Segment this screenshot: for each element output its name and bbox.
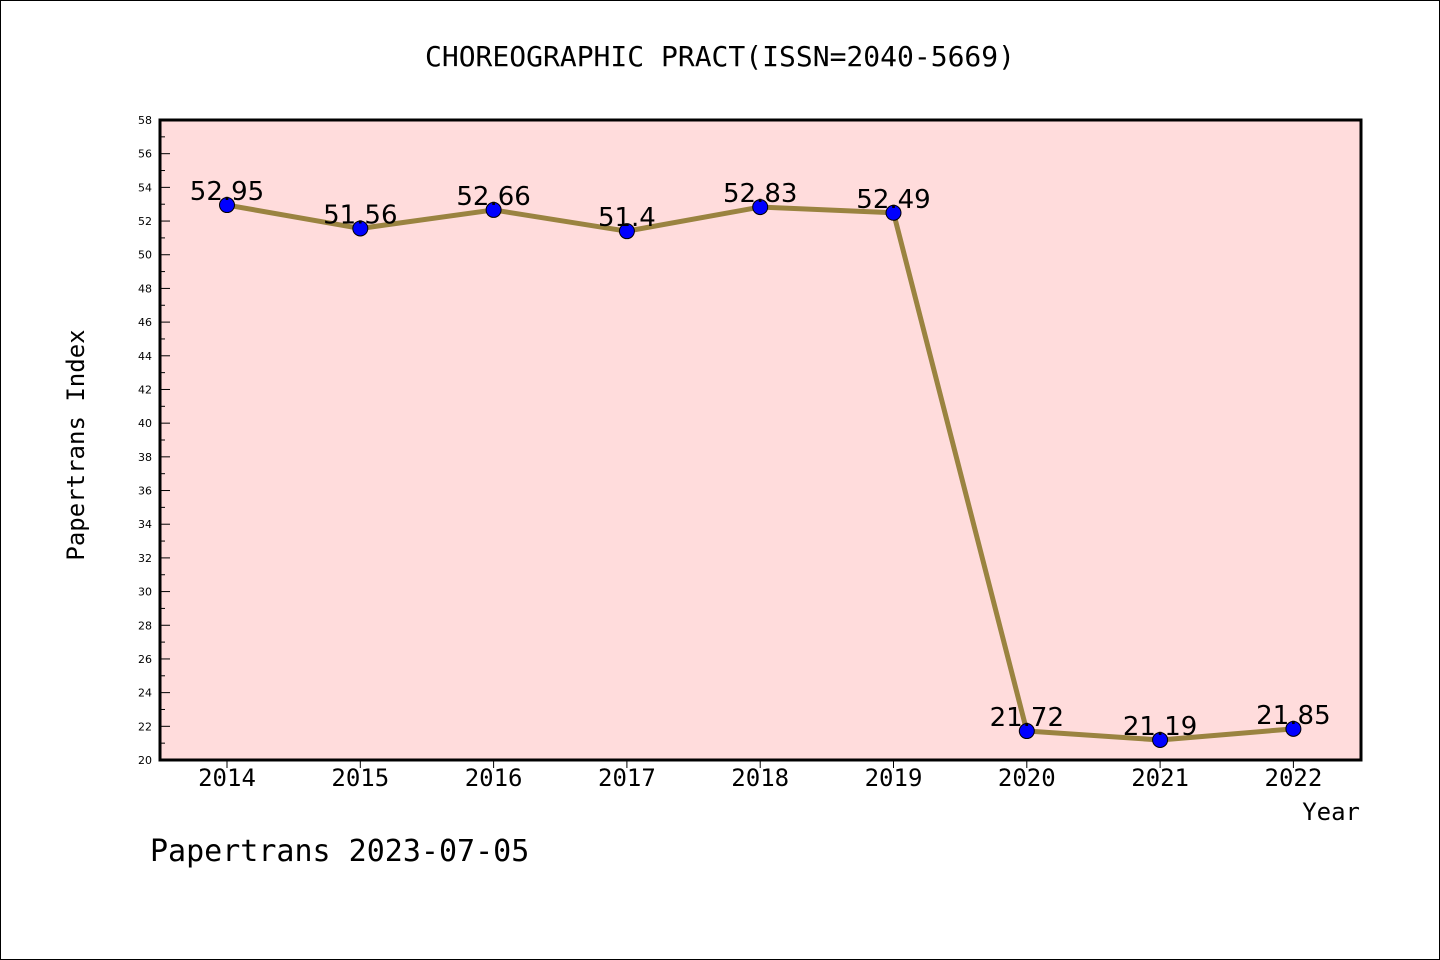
data-point [1018,723,1035,740]
data-point [219,197,235,214]
y-tick-label: 36 [138,485,152,498]
footer-text: Papertrans 2023-07-05 [150,834,530,869]
y-tick-label: 20 [138,754,152,767]
data-point [752,199,769,216]
y-tick-label: 58 [138,114,152,127]
y-tick-label: 46 [138,316,152,329]
x-tick-label: 2014 [198,764,256,792]
y-tick-label: 26 [138,653,152,666]
y-tick-label: 22 [138,720,152,733]
data-point [352,220,369,237]
data-labels: 52.95 51.56 52.66 51.4 52.83 52.49 21.72 21.19 2… [190,177,1331,742]
x-tick-label: 2016 [465,764,523,792]
y-tick-label: 34 [138,518,152,531]
data-label: 21.19 [1123,712,1197,742]
x-tick-label: 2015 [331,764,389,792]
y-tick-label: 30 [138,586,152,599]
y-tick-label: 24 [138,687,152,700]
x-tick-label: 2019 [865,764,923,792]
data-label: 21.72 [990,703,1064,733]
data-label: 51.4 [598,203,656,233]
y-axis-label: Papertrans Index [62,329,90,560]
x-tick-label: 2020 [998,764,1056,792]
x-tick-label: 2022 [1265,764,1323,792]
y-tick-label: 40 [138,417,152,430]
data-label: 52.66 [456,182,530,212]
y-tick-label: 52 [138,215,152,228]
y-tick-label: 50 [138,249,152,262]
data-label: 52.83 [723,179,797,209]
y-tick-label: 56 [138,148,152,161]
data-label: 51.56 [323,200,397,230]
data-point [485,201,502,218]
data-point [1285,720,1302,737]
x-tick-label: 2018 [731,764,789,792]
data-label: 52.95 [190,177,264,207]
y-tick-label: 42 [138,383,152,396]
x-axis-label: Year [1302,798,1360,826]
y-tick-label: 28 [138,619,152,632]
x-axis: 2014 2015 2016 2017 2018 2019 2020 2021 2022 [198,760,1322,792]
x-tick-label: 2017 [598,764,656,792]
y-axis: 20 22 24 26 28 30 32 34 36 38 40 42 44 46 48 50 52 54 56 58 [138,114,170,767]
data-point [618,223,635,240]
series-group [219,197,1302,748]
y-tick-label: 32 [138,552,152,565]
data-label: 21.85 [1256,701,1330,731]
y-tick-label: 44 [138,350,152,363]
y-tick-label: 54 [138,181,152,194]
data-label: 52.49 [856,185,930,215]
chart-title: CHOREOGRAPHIC PRACT(ISSN=2040-5669) [425,40,1015,73]
y-tick-label: 38 [138,451,152,464]
data-point [1152,731,1169,748]
data-point [885,204,902,221]
y-tick-label: 48 [138,282,152,295]
x-tick-label: 2021 [1131,764,1189,792]
